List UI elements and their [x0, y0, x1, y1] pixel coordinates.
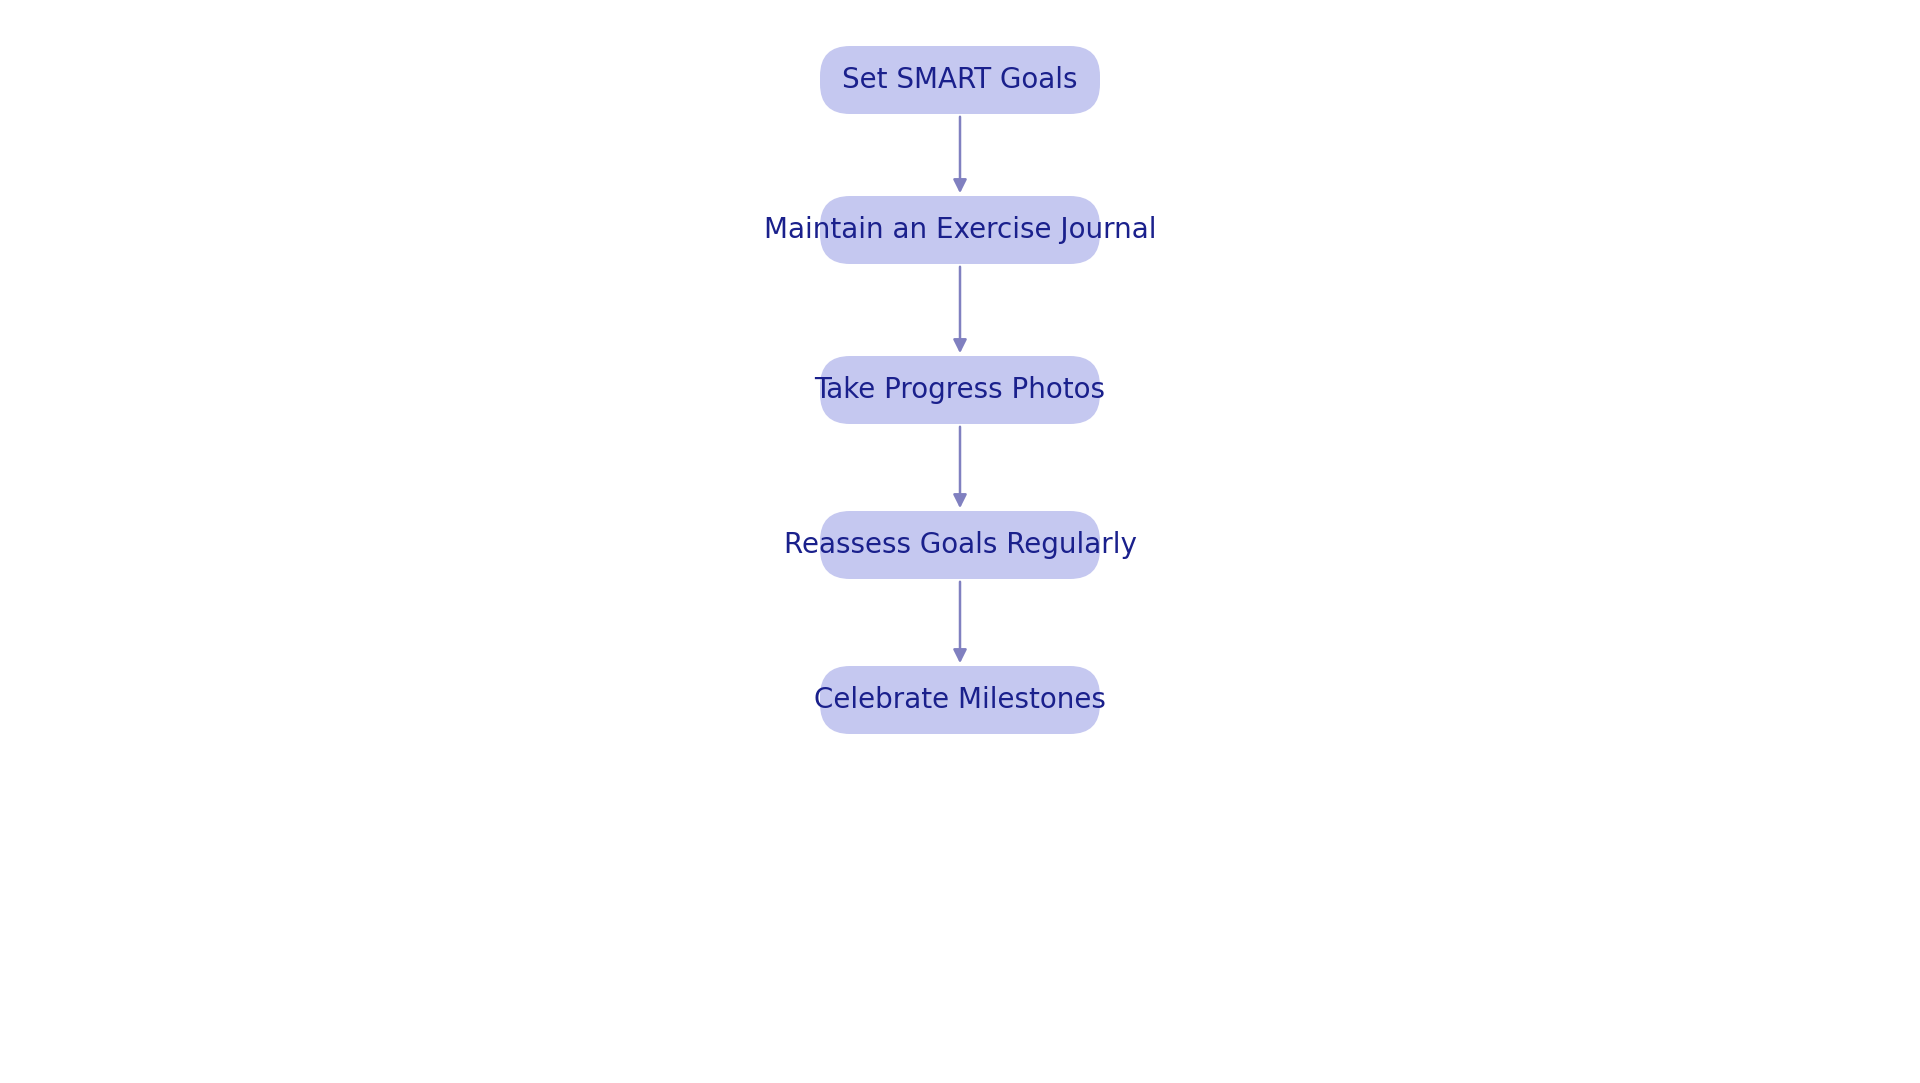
FancyBboxPatch shape [820, 196, 1100, 264]
FancyBboxPatch shape [820, 45, 1100, 114]
Text: Take Progress Photos: Take Progress Photos [814, 376, 1106, 404]
Text: Reassess Goals Regularly: Reassess Goals Regularly [783, 531, 1137, 559]
Text: Set SMART Goals: Set SMART Goals [843, 66, 1077, 94]
Text: Maintain an Exercise Journal: Maintain an Exercise Journal [764, 216, 1156, 244]
Text: Celebrate Milestones: Celebrate Milestones [814, 686, 1106, 714]
FancyBboxPatch shape [820, 356, 1100, 425]
FancyBboxPatch shape [820, 511, 1100, 579]
FancyBboxPatch shape [820, 666, 1100, 734]
